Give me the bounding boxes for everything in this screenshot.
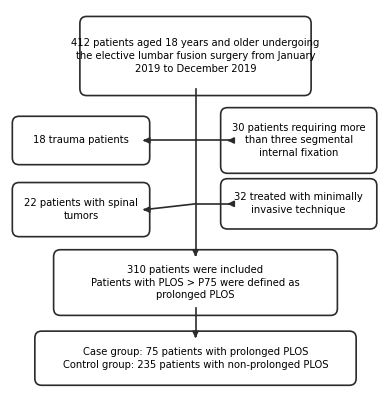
FancyBboxPatch shape bbox=[221, 108, 377, 173]
Text: 310 patients were included
Patients with PLOS > P75 were defined as
prolonged PL: 310 patients were included Patients with… bbox=[91, 265, 300, 300]
FancyBboxPatch shape bbox=[221, 179, 377, 229]
FancyBboxPatch shape bbox=[13, 182, 150, 237]
Text: 32 treated with minimally
invasive technique: 32 treated with minimally invasive techn… bbox=[234, 192, 363, 215]
Text: 22 patients with spinal
tumors: 22 patients with spinal tumors bbox=[24, 198, 138, 221]
Text: 412 patients aged 18 years and older undergoing
the elective lumbar fusion surge: 412 patients aged 18 years and older und… bbox=[71, 38, 320, 74]
FancyBboxPatch shape bbox=[54, 250, 337, 315]
FancyBboxPatch shape bbox=[13, 116, 150, 165]
FancyBboxPatch shape bbox=[80, 16, 311, 96]
Text: 30 patients requiring more
than three segmental
internal fixation: 30 patients requiring more than three se… bbox=[232, 123, 366, 158]
Text: 18 trauma patients: 18 trauma patients bbox=[33, 136, 129, 146]
Text: Case group: 75 patients with prolonged PLOS
Control group: 235 patients with non: Case group: 75 patients with prolonged P… bbox=[63, 347, 328, 370]
FancyBboxPatch shape bbox=[35, 331, 356, 385]
